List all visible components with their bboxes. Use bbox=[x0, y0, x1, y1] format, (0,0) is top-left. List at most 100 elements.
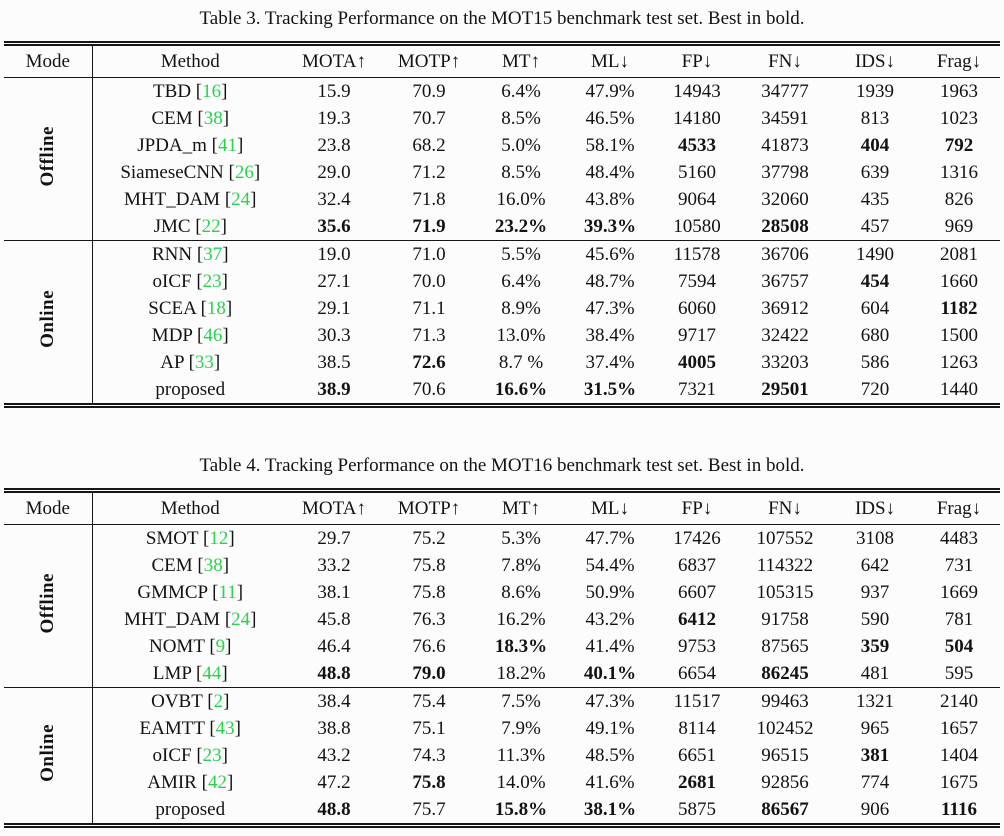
table-row: Online RNN [37] 19.0 71.0 5.5% 45.6% 11578 3670… bbox=[4, 240, 1000, 406]
metric-value: 41873 bbox=[761, 134, 809, 156]
method-name: proposed bbox=[155, 378, 226, 400]
citation-link[interactable]: 37 bbox=[203, 243, 223, 265]
citation-link[interactable]: 24 bbox=[231, 608, 251, 630]
method-name: MHT_DAM bbox=[124, 188, 221, 210]
metric-value: 38.4% bbox=[585, 324, 635, 346]
metric-value: 70.6 bbox=[412, 378, 446, 400]
citation-link[interactable]: 33 bbox=[194, 351, 214, 373]
metric-value: 1675 bbox=[940, 771, 978, 793]
citation-link[interactable]: 9 bbox=[215, 635, 226, 657]
mot15-results-table: Mode Method MOTA↑ MOTP↑ MT↑ ML↓ FP↓ FN↓ IDS↓ Frag… bbox=[4, 41, 1000, 408]
metric-value: 18.2% bbox=[496, 662, 546, 684]
metric-value: 48.7% bbox=[585, 270, 635, 292]
table-row: LMP [44] 48.8 79.0 18.2% 40.1% 6654 86245 481 59… bbox=[4, 660, 1000, 688]
col-header-method: Method bbox=[92, 490, 288, 525]
method-cell: LMP [44] bbox=[152, 662, 228, 684]
citation-link[interactable]: 23 bbox=[202, 744, 222, 766]
col-header-frag: Frag↓ bbox=[918, 490, 1000, 525]
metric-value: 29.7 bbox=[317, 527, 351, 549]
metric-value: 75.4 bbox=[380, 687, 478, 715]
table-row: CEM [38] 33.2 75.8 7.8% 54.4% 6837 114322 642 73… bbox=[4, 552, 1000, 579]
metric-value: 9717 bbox=[678, 324, 716, 346]
metric-value: 27.1 bbox=[317, 270, 351, 292]
metric-value: 8.9% bbox=[501, 297, 541, 319]
mode-cell: Offline bbox=[4, 524, 93, 688]
metric-value: 7594 bbox=[678, 270, 716, 292]
metric-value-best: 48.8 bbox=[317, 662, 351, 684]
metric-value: 16.2% bbox=[496, 608, 546, 630]
metric-value: 8.6% bbox=[501, 581, 541, 603]
metric-value: 1321 bbox=[832, 687, 918, 715]
citation-link[interactable]: 38 bbox=[203, 554, 223, 576]
metric-value: 92856 bbox=[761, 771, 809, 793]
metric-value: 6.4% bbox=[501, 80, 541, 102]
metric-value: 36706 bbox=[738, 240, 832, 268]
citation-link[interactable]: 18 bbox=[206, 297, 226, 319]
mode-label: Offline bbox=[36, 125, 58, 187]
col-header-mode: Mode bbox=[4, 43, 93, 78]
metric-value: 33.2 bbox=[317, 554, 351, 576]
metric-value: 75.8 bbox=[412, 581, 446, 603]
mode-cell: Online bbox=[4, 687, 93, 826]
metric-value: 68.2 bbox=[412, 134, 446, 156]
citation-link[interactable]: 11 bbox=[218, 581, 237, 603]
table4-caption: Table 4. Tracking Performance on the MOT… bbox=[199, 455, 805, 476]
col-header-fp: FP↓ bbox=[656, 43, 738, 78]
metric-value: 969 bbox=[944, 215, 974, 237]
citation-link[interactable]: 22 bbox=[201, 215, 221, 237]
method-name: CEM bbox=[151, 107, 193, 129]
citation-link[interactable]: 46 bbox=[203, 324, 223, 346]
metric-value: 33203 bbox=[761, 351, 809, 373]
citation-link[interactable]: 42 bbox=[207, 771, 227, 793]
metric-value: 9064 bbox=[678, 188, 716, 210]
metric-value: 41.4% bbox=[585, 635, 635, 657]
metric-value: 29.1 bbox=[317, 297, 351, 319]
metric-value-best: 381 bbox=[860, 744, 890, 766]
metric-value: 71.0 bbox=[380, 240, 478, 268]
metric-value: 7.8% bbox=[501, 554, 541, 576]
metric-value: 720 bbox=[860, 378, 890, 400]
metric-value-best: 35.6 bbox=[317, 215, 351, 237]
section-offline: Offline TBD [16] 15.9 70.9 6.4% 47.9% 14943 347… bbox=[4, 77, 1000, 241]
metric-value: 17426 bbox=[673, 527, 721, 549]
method-name: SMOT bbox=[145, 527, 199, 549]
metric-value-best: 75.8 bbox=[412, 771, 446, 793]
citation-link[interactable]: 16 bbox=[202, 80, 222, 102]
citation-link[interactable]: 23 bbox=[202, 270, 222, 292]
metric-value: 826 bbox=[944, 188, 974, 210]
method-cell: GMMCP [11] bbox=[137, 581, 244, 603]
citation-link[interactable]: 12 bbox=[209, 527, 229, 549]
col-header-fn: FN↓ bbox=[738, 490, 832, 525]
metric-value: 43.8% bbox=[585, 188, 635, 210]
citation-link[interactable]: 38 bbox=[203, 107, 223, 129]
mode-cell: Offline bbox=[4, 77, 93, 241]
citation-link[interactable]: 41 bbox=[217, 134, 237, 156]
metric-value-best: 404 bbox=[860, 134, 890, 156]
metric-value: 10580 bbox=[673, 215, 721, 237]
col-header-mode: Mode bbox=[4, 490, 93, 525]
citation-link[interactable]: 2 bbox=[213, 690, 224, 712]
mode-label: Online bbox=[36, 290, 58, 348]
metric-value: 2081 bbox=[918, 240, 1000, 268]
citation-link[interactable]: 26 bbox=[234, 161, 254, 183]
method-cell: SiameseCNN [26] bbox=[120, 161, 261, 183]
metric-value-best: 48.8 bbox=[317, 798, 351, 820]
metric-value-best: 504 bbox=[944, 635, 974, 657]
metric-value-best: 38.9 bbox=[317, 378, 351, 400]
table-row: EAMTT [43] 38.8 75.1 7.9% 49.1% 8114 102452 965… bbox=[4, 715, 1000, 742]
metric-value: 9753 bbox=[678, 635, 716, 657]
metric-value-best: 38.1% bbox=[583, 798, 637, 820]
metric-value: 1023 bbox=[940, 107, 978, 129]
metric-value: 32.4 bbox=[317, 188, 351, 210]
metric-value: 32422 bbox=[761, 324, 809, 346]
table-row: AP [33] 38.5 72.6 8.7 % 37.4% 4005 33203 586 126… bbox=[4, 349, 1000, 376]
metric-value: 96515 bbox=[761, 744, 809, 766]
metric-value: 1500 bbox=[940, 324, 978, 346]
citation-link[interactable]: 24 bbox=[231, 188, 251, 210]
citation-link[interactable]: 43 bbox=[215, 717, 235, 739]
metric-value: 14943 bbox=[673, 80, 721, 102]
metric-value: 71.2 bbox=[412, 161, 446, 183]
metric-value: 87565 bbox=[761, 635, 809, 657]
metric-value: 30.3 bbox=[317, 324, 351, 346]
citation-link[interactable]: 44 bbox=[202, 662, 222, 684]
